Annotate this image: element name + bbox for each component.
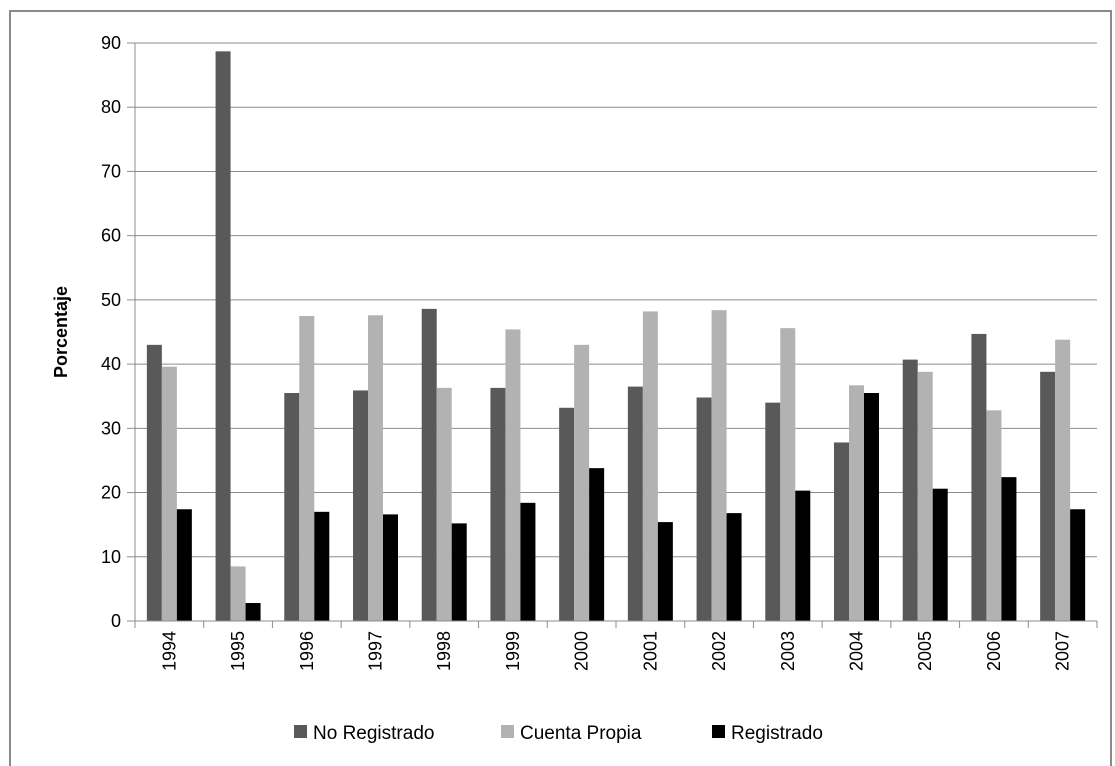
bar-cuenta-propia	[849, 385, 864, 621]
y-tick-label: 90	[101, 33, 121, 53]
y-tick-label: 0	[111, 611, 121, 631]
x-tick-label: 1996	[297, 631, 317, 671]
y-tick-label: 60	[101, 226, 121, 246]
x-tick-label: 2001	[640, 631, 660, 671]
bar-no-registrado	[284, 393, 300, 621]
legend-label: Cuenta Propia	[520, 723, 642, 744]
legend: No Registrado Cuenta Propia Registrado	[294, 723, 823, 744]
bar-no-registrado	[559, 407, 575, 621]
bar-registrado	[657, 522, 673, 621]
bar-cuenta-propia	[986, 410, 1002, 621]
bar-registrado	[245, 603, 261, 621]
bar-no-registrado	[146, 344, 162, 621]
x-tick-label: 2003	[778, 631, 798, 671]
bar-registrado	[1001, 477, 1017, 621]
bar-registrado	[520, 502, 536, 621]
y-tick-label: 50	[101, 290, 121, 310]
y-tick-label: 40	[101, 354, 121, 374]
legend-swatch	[712, 725, 725, 738]
bar-cuenta-propia	[368, 315, 383, 621]
bar-registrado	[383, 514, 398, 621]
bar-no-registrado	[971, 333, 987, 621]
y-tick-label: 10	[101, 547, 121, 567]
bars	[146, 51, 1086, 622]
bar-registrado	[176, 509, 192, 621]
bar-cuenta-propia	[1055, 339, 1071, 621]
x-tick-label: 1995	[228, 631, 248, 671]
bar-no-registrado	[834, 442, 849, 621]
bar-registrado	[314, 511, 330, 621]
bar-cuenta-propia	[574, 344, 590, 621]
x-tick-label: 2005	[915, 631, 935, 671]
bar-registrado	[589, 468, 605, 621]
bar-cuenta-propia	[230, 566, 246, 621]
y-tick-label: 20	[101, 483, 121, 503]
bar-no-registrado	[1040, 371, 1056, 621]
x-tick-label: 1998	[434, 631, 454, 671]
bar-registrado	[932, 488, 948, 621]
x-tick-label: 2007	[1053, 631, 1073, 671]
bar-cuenta-propia	[711, 310, 727, 621]
bar-cuenta-propia	[505, 329, 521, 621]
legend-swatch	[501, 725, 514, 738]
x-tick-label: 2000	[572, 631, 592, 671]
bar-no-registrado	[902, 359, 918, 621]
bar-cuenta-propia	[299, 315, 315, 621]
bar-cuenta-propia	[780, 328, 796, 621]
bar-cuenta-propia	[436, 387, 452, 621]
bar-no-registrado	[353, 390, 368, 621]
chart-frame	[9, 10, 1112, 766]
y-tick-label: 70	[101, 161, 121, 181]
bar-no-registrado	[627, 386, 643, 621]
gridlines	[135, 42, 1097, 558]
x-tick-label: 2004	[847, 631, 867, 671]
bar-no-registrado	[421, 308, 437, 621]
legend-swatch	[294, 725, 307, 738]
axes	[127, 42, 1098, 628]
bar-registrado	[1070, 509, 1086, 621]
legend-label: No Registrado	[313, 723, 434, 744]
x-tick-label: 1999	[503, 631, 523, 671]
y-axis-label: Porcentaje	[51, 286, 71, 378]
bar-registrado	[795, 490, 811, 621]
x-tick-label: 1997	[366, 631, 386, 671]
y-tick-label: 30	[101, 418, 121, 438]
y-tick-label: 80	[101, 97, 121, 117]
x-tick-labels: 1994 1995 1996 1997 1998 1999 2000 2001 2002 2003…	[159, 631, 1072, 671]
legend-label: Registrado	[731, 723, 823, 744]
bar-cuenta-propia	[161, 366, 177, 621]
x-tick-label: 2006	[984, 631, 1004, 671]
y-tick-labels: 0 10 20 30 40 50 60 70 80 90	[101, 33, 121, 631]
x-tick-label: 2002	[709, 631, 729, 671]
bar-cuenta-propia	[642, 311, 658, 621]
bar-no-registrado	[490, 387, 506, 621]
bar-no-registrado	[765, 402, 781, 621]
x-tick-label: 1994	[159, 631, 179, 671]
bar-registrado	[726, 513, 742, 621]
bar-registrado	[451, 523, 467, 621]
bar-registrado	[864, 393, 879, 621]
bar-no-registrado	[215, 51, 231, 622]
bar-no-registrado	[696, 397, 712, 621]
bar-cuenta-propia	[917, 371, 933, 621]
